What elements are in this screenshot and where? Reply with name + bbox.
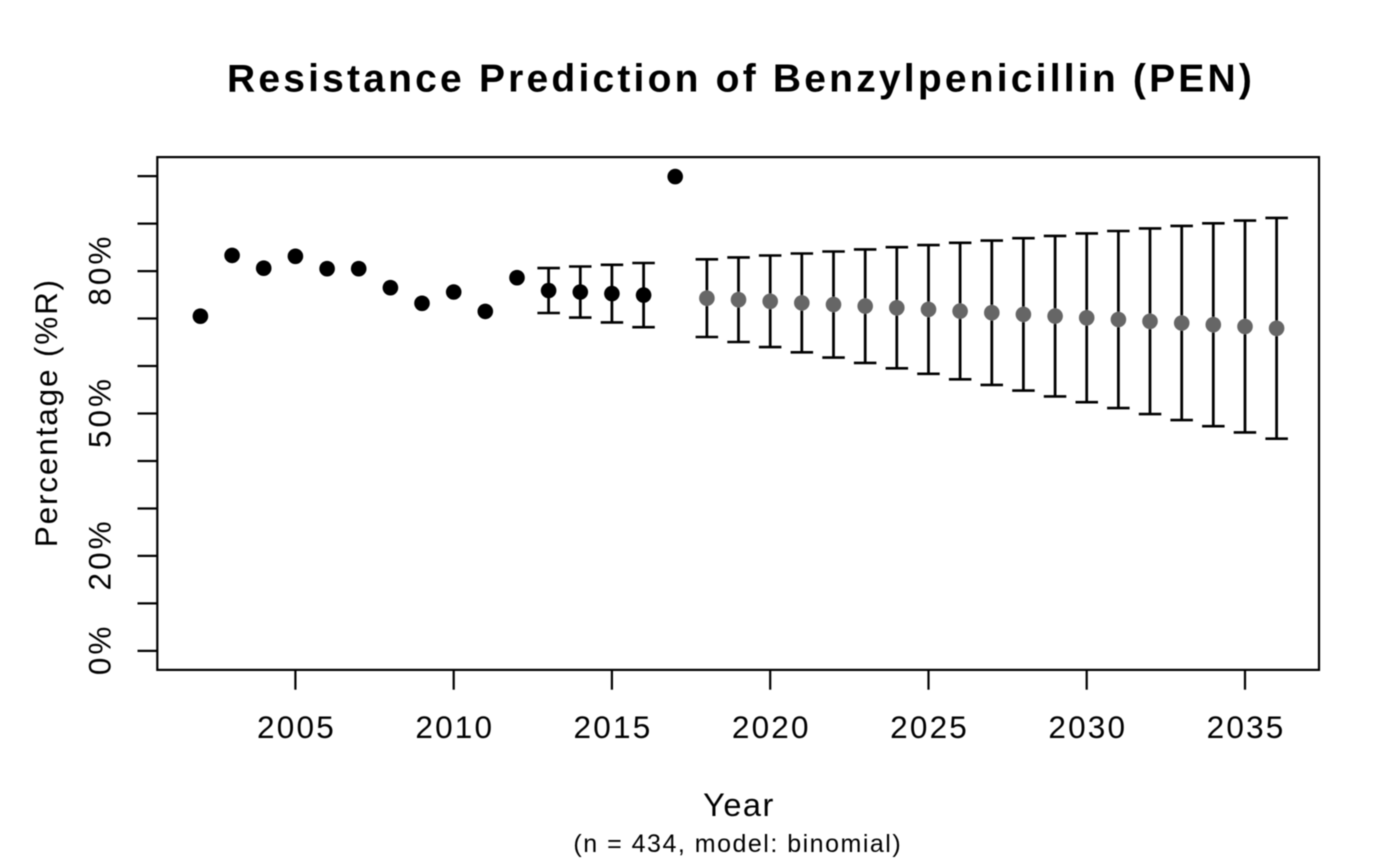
svg-text:2020: 2020 xyxy=(732,709,811,745)
svg-text:0%: 0% xyxy=(82,624,118,676)
svg-text:20%: 20% xyxy=(82,518,118,590)
svg-text:2015: 2015 xyxy=(574,709,653,745)
svg-text:2035: 2035 xyxy=(1207,709,1286,745)
svg-text:Resistance Prediction of Benzy: Resistance Prediction of Benzylpenicilli… xyxy=(227,57,1255,100)
svg-text:2005: 2005 xyxy=(257,709,336,745)
svg-text:2030: 2030 xyxy=(1048,709,1127,745)
svg-text:2010: 2010 xyxy=(415,709,494,745)
svg-text:2025: 2025 xyxy=(890,709,969,745)
svg-text:80%: 80% xyxy=(82,234,118,306)
svg-text:(n = 434, model: binomial): (n = 434, model: binomial) xyxy=(573,830,902,858)
svg-text:50%: 50% xyxy=(82,376,118,448)
svg-text:Percentage (%R): Percentage (%R) xyxy=(28,278,64,547)
svg-text:Year: Year xyxy=(703,787,775,823)
